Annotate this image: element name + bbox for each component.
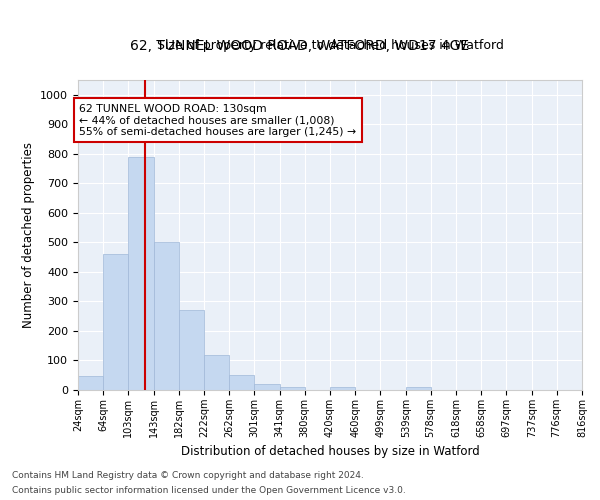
Y-axis label: Number of detached properties: Number of detached properties <box>22 142 35 328</box>
Bar <box>154 242 179 390</box>
Text: Contains public sector information licensed under the Open Government Licence v3: Contains public sector information licen… <box>12 486 406 495</box>
Bar <box>128 157 154 390</box>
Bar <box>78 376 103 390</box>
Bar <box>254 384 280 390</box>
Bar <box>406 387 431 390</box>
Bar <box>204 354 229 390</box>
Bar <box>103 254 128 390</box>
Text: Contains HM Land Registry data © Crown copyright and database right 2024.: Contains HM Land Registry data © Crown c… <box>12 471 364 480</box>
Text: 62 TUNNEL WOOD ROAD: 130sqm
← 44% of detached houses are smaller (1,008)
55% of : 62 TUNNEL WOOD ROAD: 130sqm ← 44% of det… <box>79 104 356 137</box>
Bar <box>330 387 355 390</box>
Title: Size of property relative to detached houses in Watford: Size of property relative to detached ho… <box>157 40 503 52</box>
X-axis label: Distribution of detached houses by size in Watford: Distribution of detached houses by size … <box>181 446 479 458</box>
Bar <box>179 310 204 390</box>
Bar <box>280 387 305 390</box>
Bar <box>229 375 254 390</box>
Text: 62, TUNNEL WOOD ROAD, WATFORD, WD17 4GE: 62, TUNNEL WOOD ROAD, WATFORD, WD17 4GE <box>130 38 470 52</box>
